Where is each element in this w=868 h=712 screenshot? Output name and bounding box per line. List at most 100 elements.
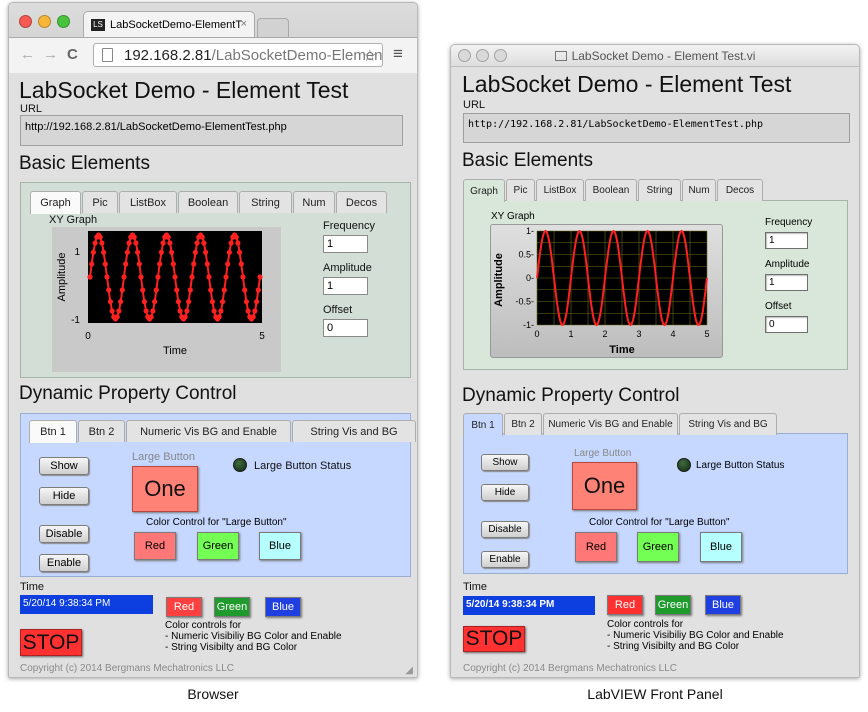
zoom-icon[interactable] <box>57 15 70 28</box>
lv-numeric-red-button[interactable]: Red <box>607 595 643 615</box>
forward-arrow-icon[interactable]: → <box>43 46 58 63</box>
data-point <box>107 299 113 305</box>
new-tab-button[interactable] <box>257 18 289 37</box>
show-button[interactable]: Show <box>39 457 89 475</box>
lv-enable-button[interactable]: Enable <box>481 551 529 568</box>
numeric-green-button[interactable]: Green <box>214 597 250 617</box>
lv-tab-numeric-vis[interactable]: Numeric Vis BG and Enable <box>543 413 678 435</box>
data-point <box>114 314 120 320</box>
close-icon[interactable] <box>19 15 32 28</box>
data-point <box>254 299 260 305</box>
data-point <box>225 261 231 267</box>
data-point <box>157 261 163 267</box>
tab-num[interactable]: Num <box>293 191 335 213</box>
y-tick-label: 0- <box>526 273 534 283</box>
tab-boolean[interactable]: Boolean <box>178 191 238 213</box>
lv-offset-input[interactable]: 0 <box>765 316 808 333</box>
lv-show-button[interactable]: Show <box>481 454 529 471</box>
back-arrow-icon[interactable]: ← <box>20 46 35 63</box>
frequency-input[interactable]: 1 <box>323 235 368 253</box>
lv-minimize-icon[interactable] <box>476 49 489 62</box>
disable-button[interactable]: Disable <box>39 525 89 543</box>
tab-string-vis[interactable]: String Vis and BG <box>292 420 416 442</box>
enable-button[interactable]: Enable <box>39 554 89 572</box>
lv-tab-decos[interactable]: Decos <box>717 179 763 201</box>
blue-button[interactable]: Blue <box>259 532 301 560</box>
offset-input[interactable]: 0 <box>323 319 368 337</box>
data-point <box>119 287 125 293</box>
menu-icon[interactable]: ≡ <box>393 44 403 63</box>
lv-tab-listbox[interactable]: ListBox <box>536 179 584 201</box>
tab-graph[interactable]: Graph <box>30 191 81 214</box>
resize-grip-icon[interactable]: ◢ <box>405 665 413 676</box>
lv-numeric-green-button[interactable]: Green <box>655 595 691 615</box>
data-point <box>135 249 141 255</box>
lv-tab-btn1[interactable]: Btn 1 <box>463 413 503 436</box>
lv-tab-btn2[interactable]: Btn 2 <box>504 413 542 435</box>
data-point <box>160 240 166 246</box>
data-point <box>101 249 107 255</box>
lv-tab-pic[interactable]: Pic <box>506 179 535 201</box>
lv-close-icon[interactable] <box>458 49 471 62</box>
green-button[interactable]: Green <box>197 532 239 560</box>
data-point <box>204 261 210 267</box>
lv-large-button[interactable]: One <box>572 462 637 510</box>
tab-btn1[interactable]: Btn 1 <box>29 420 77 443</box>
numeric-blue-button[interactable]: Blue <box>265 597 301 617</box>
amplitude-input[interactable]: 1 <box>323 277 368 295</box>
stop-button[interactable]: STOP <box>20 629 82 656</box>
lv-tab-string-vis[interactable]: String Vis and BG <box>679 413 777 435</box>
dynamic-tab-control: Btn 1 Btn 2 Numeric Vis BG and Enable St… <box>20 413 416 577</box>
address-bar[interactable]: 192.168.2.81/LabSocketDemo-Element… ☆ <box>93 43 383 67</box>
data-point <box>124 249 130 255</box>
lv-note-line-1: Color controls for <box>607 619 684 630</box>
basic-tab-control: Graph Pic ListBox Boolean String Num Dec… <box>20 182 411 378</box>
lv-stop-button[interactable]: STOP <box>463 626 525 652</box>
offset-label: Offset <box>323 304 353 316</box>
x-tick-label: 1 <box>568 329 573 339</box>
data-point <box>242 287 248 293</box>
lv-disable-button[interactable]: Disable <box>481 521 529 538</box>
browser-toolbar: ← → C 192.168.2.81/LabSocketDemo-Element… <box>9 37 417 73</box>
lv-green-button[interactable]: Green <box>637 532 679 562</box>
favicon-icon: LS <box>91 19 105 31</box>
lv-amplitude-input[interactable]: 1 <box>765 274 808 291</box>
hide-button[interactable]: Hide <box>39 487 89 505</box>
red-button[interactable]: Red <box>134 532 176 560</box>
lv-tab-string[interactable]: String <box>638 179 681 201</box>
data-point <box>220 299 226 305</box>
data-point <box>209 299 215 305</box>
data-point <box>192 249 198 255</box>
lv-frequency-label: Frequency <box>765 217 813 228</box>
minimize-icon[interactable] <box>38 15 51 28</box>
note-line-1: Color controls for <box>165 620 242 631</box>
tab-decos[interactable]: Decos <box>336 191 387 213</box>
numeric-red-button[interactable]: Red <box>166 597 202 617</box>
lv-frequency-input[interactable]: 1 <box>765 232 808 249</box>
lv-zoom-icon[interactable] <box>494 49 507 62</box>
tab-btn2[interactable]: Btn 2 <box>78 420 125 442</box>
star-icon[interactable]: ☆ <box>362 48 377 65</box>
lv-blue-button[interactable]: Blue <box>700 532 742 562</box>
lv-graph-frame: 1- 0.5- 0- -0.5- -1- 0 1 2 3 4 5 Time Amplitude <box>490 224 723 358</box>
tab-numeric-vis[interactable]: Numeric Vis BG and Enable <box>126 420 291 442</box>
tab-listbox[interactable]: ListBox <box>119 191 177 213</box>
url-path: /LabSocketDemo-Element… <box>211 47 383 64</box>
lv-tab-graph[interactable]: Graph <box>463 179 505 202</box>
lv-numeric-blue-button[interactable]: Blue <box>705 595 741 615</box>
copyright: Copyright (c) 2014 Bergmans Mechatronics… <box>20 663 234 674</box>
tab-close-icon[interactable]: × <box>240 18 247 30</box>
lv-hide-button[interactable]: Hide <box>481 484 529 501</box>
lv-tab-boolean[interactable]: Boolean <box>585 179 637 201</box>
tab-string[interactable]: String <box>239 191 292 213</box>
reload-icon[interactable]: C <box>67 46 78 63</box>
tab-pic[interactable]: Pic <box>82 191 118 213</box>
data-point <box>99 240 105 246</box>
data-point <box>121 274 127 280</box>
lv-tab-num[interactable]: Num <box>682 179 716 201</box>
data-point <box>136 261 142 267</box>
large-button[interactable]: One <box>132 466 198 512</box>
lv-page-title: LabSocket Demo - Element Test <box>462 71 792 97</box>
browser-tab[interactable]: LS LabSocketDemo-ElementT × <box>83 11 255 37</box>
lv-red-button[interactable]: Red <box>575 532 617 562</box>
